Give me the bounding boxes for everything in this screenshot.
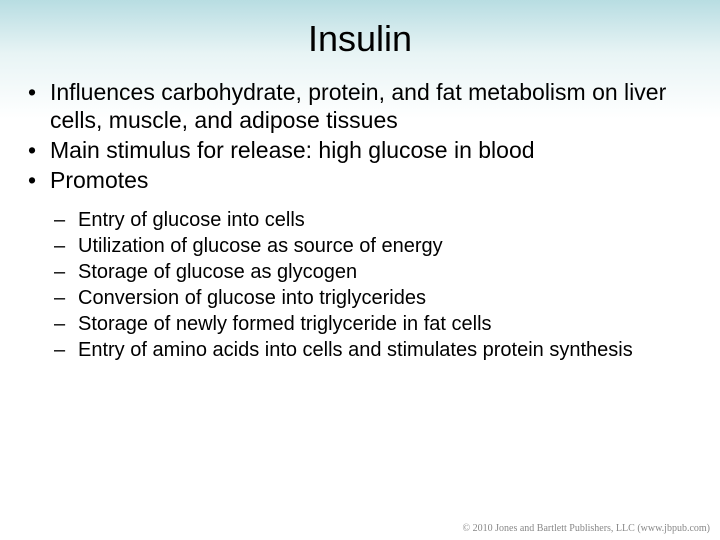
sub-bullet-item: Storage of glucose as glycogen [54,260,692,285]
bullet-item: Promotes [28,166,692,194]
sub-bullet-item: Conversion of glucose into triglycerides [54,286,692,311]
copyright-footer: © 2010 Jones and Bartlett Publishers, LL… [463,523,710,534]
sub-bullet-item: Entry of amino acids into cells and stim… [54,338,692,363]
sub-bullet-list: Entry of glucose into cells Utilization … [54,208,692,363]
sub-bullet-text: Entry of amino acids into cells and stim… [78,339,633,361]
slide-title: Insulin [0,0,720,78]
bullet-text: Influences carbohydrate, protein, and fa… [50,79,666,133]
bullet-text: Promotes [50,167,148,193]
sub-bullet-text: Utilization of glucose as source of ener… [78,235,443,257]
sub-bullet-item: Utilization of glucose as source of ener… [54,234,692,259]
main-bullet-list: Influences carbohydrate, protein, and fa… [28,78,692,194]
sub-bullet-text: Storage of newly formed triglyceride in … [78,313,492,335]
bullet-item: Influences carbohydrate, protein, and fa… [28,78,692,134]
bullet-item: Main stimulus for release: high glucose … [28,136,692,164]
slide-content: Influences carbohydrate, protein, and fa… [0,78,720,363]
sub-bullet-text: Storage of glucose as glycogen [78,261,357,283]
bullet-text: Main stimulus for release: high glucose … [50,137,535,163]
sub-bullet-text: Conversion of glucose into triglycerides [78,287,426,309]
sub-bullet-item: Storage of newly formed triglyceride in … [54,312,692,337]
sub-bullet-text: Entry of glucose into cells [78,209,305,231]
sub-bullet-item: Entry of glucose into cells [54,208,692,233]
